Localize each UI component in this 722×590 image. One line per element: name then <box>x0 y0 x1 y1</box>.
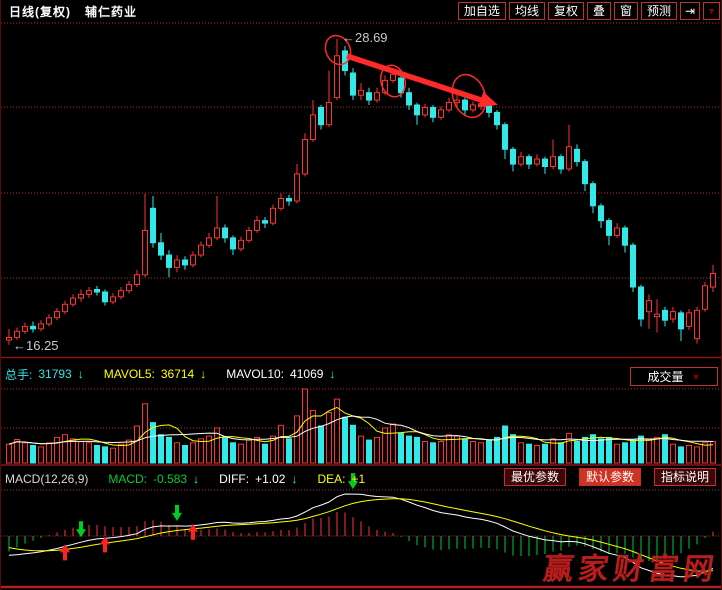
adjust-price-button[interactable]: 复权 <box>547 2 584 20</box>
mavol5-value: 36714 <box>160 367 195 381</box>
macd-buttons: 最优参数 默认参数 指标说明 <box>503 468 716 486</box>
dropdown-icon: ▼ <box>691 371 701 382</box>
pane-selector-label: 成交量 <box>647 370 684 384</box>
down-arrow-icon: ↓ <box>77 367 84 381</box>
optimal-params-button[interactable]: 最优参数 <box>503 468 566 486</box>
title-bar: 日线(复权) 辅仁药业 加自选 均线 复权叠窗预测 ⇥ ▼ <box>1 0 721 23</box>
overlay-button[interactable]: 叠 <box>586 2 611 20</box>
indicator-help-button[interactable]: 指标说明 <box>653 468 716 486</box>
down-arrow-icon: ↓ <box>193 472 200 486</box>
high-price-marker: ←28.69 <box>342 30 388 45</box>
low-price-marker: ←16.25 <box>13 338 59 353</box>
down-arrow-icon: ↓ <box>200 367 207 381</box>
volume-pane-selector[interactable]: 成交量 ▼ <box>630 367 718 386</box>
down-arrow-icon: ↓ <box>329 367 336 381</box>
jump-to-latest-icon[interactable]: ⇥ <box>680 2 701 20</box>
stock-name: 辅仁药业 <box>85 5 138 19</box>
chart-title: 日线(复权) 辅仁药业 <box>9 3 137 20</box>
ma-lines-button[interactable]: 均线 <box>508 2 545 20</box>
dea-label: DEA: <box>317 472 346 486</box>
volume-label: 总手: <box>5 367 33 382</box>
add-to-watchlist-button[interactable]: 加自选 <box>457 2 506 20</box>
watermark: 赢家财富网 <box>541 553 721 586</box>
macd-formula: MACD(12,26,9) <box>5 472 89 486</box>
forecast-button[interactable]: 预测 <box>641 2 678 20</box>
diff-value: +1.02 <box>255 472 286 486</box>
macd-pane-header: MACD(12,26,9) MACD: -0.583 ↓ DIFF: +1.02… <box>5 470 365 488</box>
window-button[interactable]: 窗 <box>613 2 638 20</box>
dropdown-icon[interactable]: ▼ <box>703 2 720 20</box>
default-params-button[interactable]: 默认参数 <box>578 468 641 486</box>
toolbar: 加自选 均线 复权叠窗预测 ⇥ ▼ <box>457 2 720 20</box>
macd-value: -0.583 <box>153 472 188 486</box>
diff-label: DIFF: <box>219 472 250 486</box>
volume-pane-header: 总手: 31793 ↓ MAVOL5: 36714 ↓ MAVOL10: 410… <box>5 364 335 384</box>
period-label: 日线(复权) <box>9 5 71 19</box>
mavol5-label: MAVOL5: <box>103 367 155 381</box>
macd-label: MACD: <box>108 472 148 486</box>
dea-value: +1 <box>351 472 366 486</box>
volume-value: 31793 <box>38 367 72 381</box>
mavol10-value: 41069 <box>290 367 324 381</box>
mavol10-label: MAVOL10: <box>226 367 285 381</box>
down-arrow-icon: ↓ <box>291 472 298 486</box>
